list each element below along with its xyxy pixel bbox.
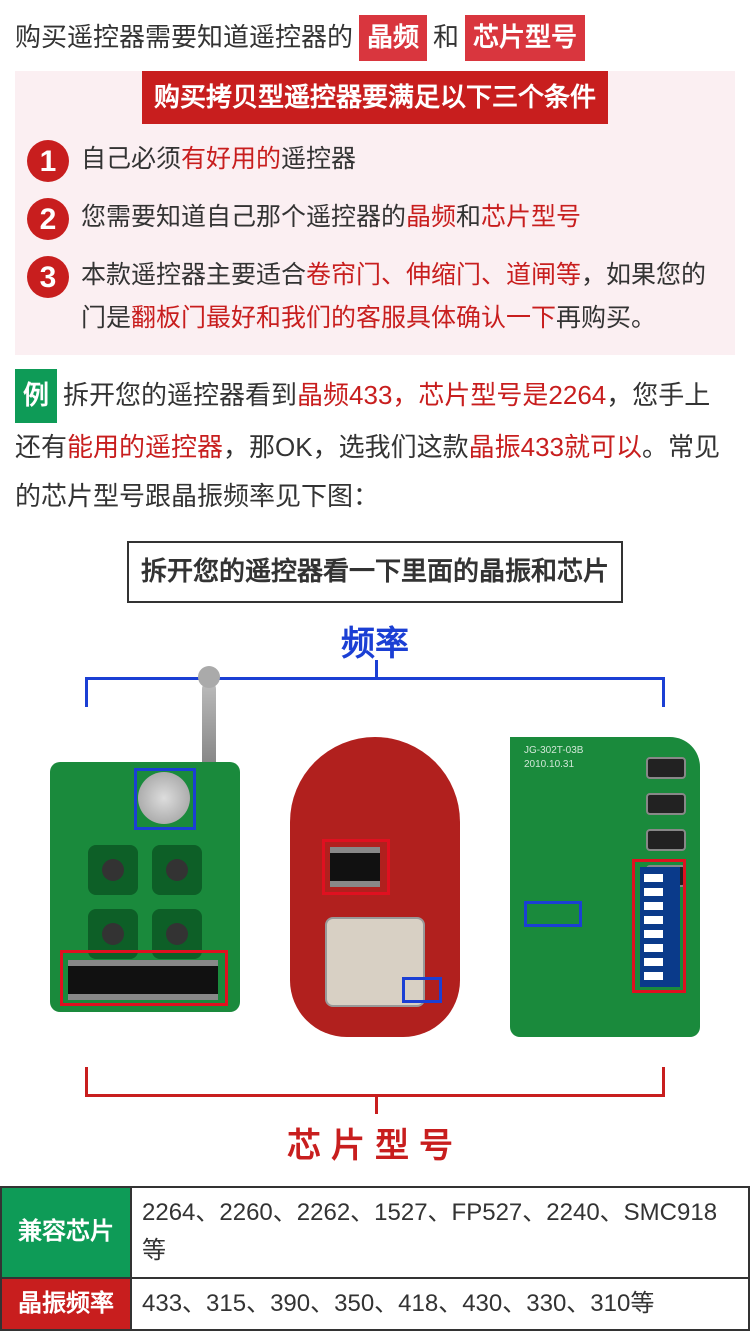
pcb-button [646, 757, 686, 779]
ex-red3: 晶振433就可以 [469, 432, 642, 462]
chip-highlight [322, 839, 390, 895]
table-label-chip: 兼容芯片 [1, 1187, 131, 1278]
table-label-freq: 晶振频率 [1, 1278, 131, 1330]
cond3-text-a: 本款遥控器主要适合 [81, 261, 306, 289]
example-badge: 例 [15, 369, 57, 422]
frequency-highlight [402, 977, 442, 1003]
pcb-board-3: JG-302T-03B 2010.10.31 [510, 737, 700, 1037]
cond3-text-red1: 卷帘门、伸缩门、道闸等 [306, 261, 581, 289]
chip-bracket [85, 1067, 665, 1097]
badge-chip-model: 芯片型号 [465, 15, 585, 61]
cond3-text-c: 再购买。 [556, 304, 656, 332]
pcb-button [88, 845, 138, 895]
cond2-text-a: 您需要知道自己那个遥控器的 [81, 203, 406, 231]
table-row: 晶振频率 433、315、390、350、418、430、330、310等 [1, 1278, 749, 1330]
condition-number-1: 1 [27, 140, 69, 182]
table-row: 兼容芯片 2264、2260、2262、1527、FP527、2240、SMC9… [1, 1187, 749, 1278]
condition-3: 3 本款遥控器主要适合卷帘门、伸缩门、道闸等，如果您的门是翻板门最好和我们的客服… [27, 254, 723, 339]
conditions-banner: 购买拷贝型遥控器要满足以下三个条件 [142, 71, 608, 125]
cond2-text-b: 和 [456, 203, 481, 231]
frequency-highlight [134, 768, 196, 830]
condition-1: 1 自己必须有好用的遥控器 [27, 138, 723, 182]
ex-seg3: ，那OK，选我们这款 [223, 432, 469, 462]
condition-number-3: 3 [27, 256, 69, 298]
pcb-button [152, 845, 202, 895]
ex-red1: 晶频433，芯片型号是2264 [297, 380, 606, 410]
table-value-freq: 433、315、390、350、418、430、330、310等 [131, 1278, 749, 1330]
ex-seg1: 拆开您的遥控器看到 [63, 380, 297, 410]
chip-highlight [60, 950, 228, 1006]
cond2-text-red2: 芯片型号 [481, 203, 581, 231]
example-paragraph: 例拆开您的遥控器看到晶频433，芯片型号是2264，您手上还有能用的遥控器，那O… [15, 369, 735, 521]
compatibility-table: 兼容芯片 2264、2260、2262、1527、FP527、2240、SMC9… [0, 1186, 750, 1331]
header-prefix: 购买遥控器需要知道遥控器的 [15, 17, 353, 59]
condition-number-2: 2 [27, 198, 69, 240]
cond3-text-red2: 翻板门最好和我们的客服具体确认一下 [131, 304, 556, 332]
header-line: 购买遥控器需要知道遥控器的 晶频 和 芯片型号 [15, 15, 735, 61]
pcb-board-2 [290, 737, 460, 1037]
frequency-highlight [524, 901, 582, 927]
pcb-button [646, 793, 686, 815]
pcb-button [646, 829, 686, 851]
pcb-date: 2010.10.31 [524, 757, 574, 773]
frequency-bracket [85, 677, 665, 707]
antenna-icon [202, 682, 216, 762]
pcb-board-1 [50, 762, 240, 1012]
condition-2: 2 您需要知道自己那个遥控器的晶频和芯片型号 [27, 196, 723, 240]
cond2-text-red1: 晶频 [406, 203, 456, 231]
cond1-text-a: 自己必须 [81, 145, 181, 173]
table-value-chip: 2264、2260、2262、1527、FP527、2240、SMC918等 [131, 1187, 749, 1278]
diagram-box-title: 拆开您的遥控器看一下里面的晶振和芯片 [127, 541, 623, 603]
chip-highlight [632, 859, 686, 993]
badge-crystal-freq: 晶频 [359, 15, 427, 61]
ex-red2: 能用的遥控器 [67, 432, 223, 462]
cond1-text-red: 有好用的 [181, 145, 281, 173]
pcb-diagram: JG-302T-03B 2010.10.31 [25, 677, 725, 1097]
conditions-block: 购买拷贝型遥控器要满足以下三个条件 1 自己必须有好用的遥控器 2 您需要知道自… [15, 71, 735, 356]
chip-model-label: 芯片型号 [15, 1119, 735, 1173]
cond1-text-b: 遥控器 [281, 145, 356, 173]
header-and: 和 [433, 17, 459, 59]
